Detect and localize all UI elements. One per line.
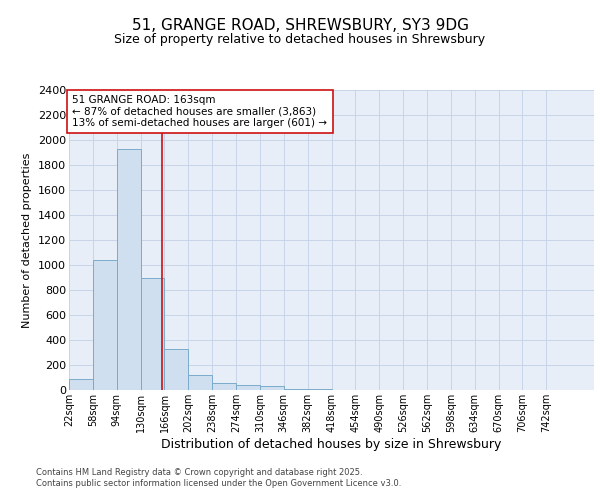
Y-axis label: Number of detached properties: Number of detached properties — [22, 152, 32, 328]
Bar — [69, 379, 93, 390]
Bar — [212, 383, 236, 390]
Text: 51 GRANGE ROAD: 163sqm
← 87% of detached houses are smaller (3,863)
13% of semi-: 51 GRANGE ROAD: 163sqm ← 87% of detached… — [73, 95, 328, 128]
Bar — [188, 375, 212, 390]
Bar — [117, 150, 140, 390]
Text: 51, GRANGE ROAD, SHREWSBURY, SY3 9DG: 51, GRANGE ROAD, SHREWSBURY, SY3 9DG — [131, 18, 469, 32]
Bar — [260, 386, 284, 390]
Text: Size of property relative to detached houses in Shrewsbury: Size of property relative to detached ho… — [115, 32, 485, 46]
Bar — [93, 260, 117, 390]
X-axis label: Distribution of detached houses by size in Shrewsbury: Distribution of detached houses by size … — [161, 438, 502, 450]
Bar — [308, 389, 332, 390]
Text: Contains HM Land Registry data © Crown copyright and database right 2025.
Contai: Contains HM Land Registry data © Crown c… — [36, 468, 401, 487]
Bar — [140, 278, 164, 390]
Bar — [236, 385, 260, 390]
Bar — [284, 389, 308, 390]
Bar — [164, 350, 188, 390]
